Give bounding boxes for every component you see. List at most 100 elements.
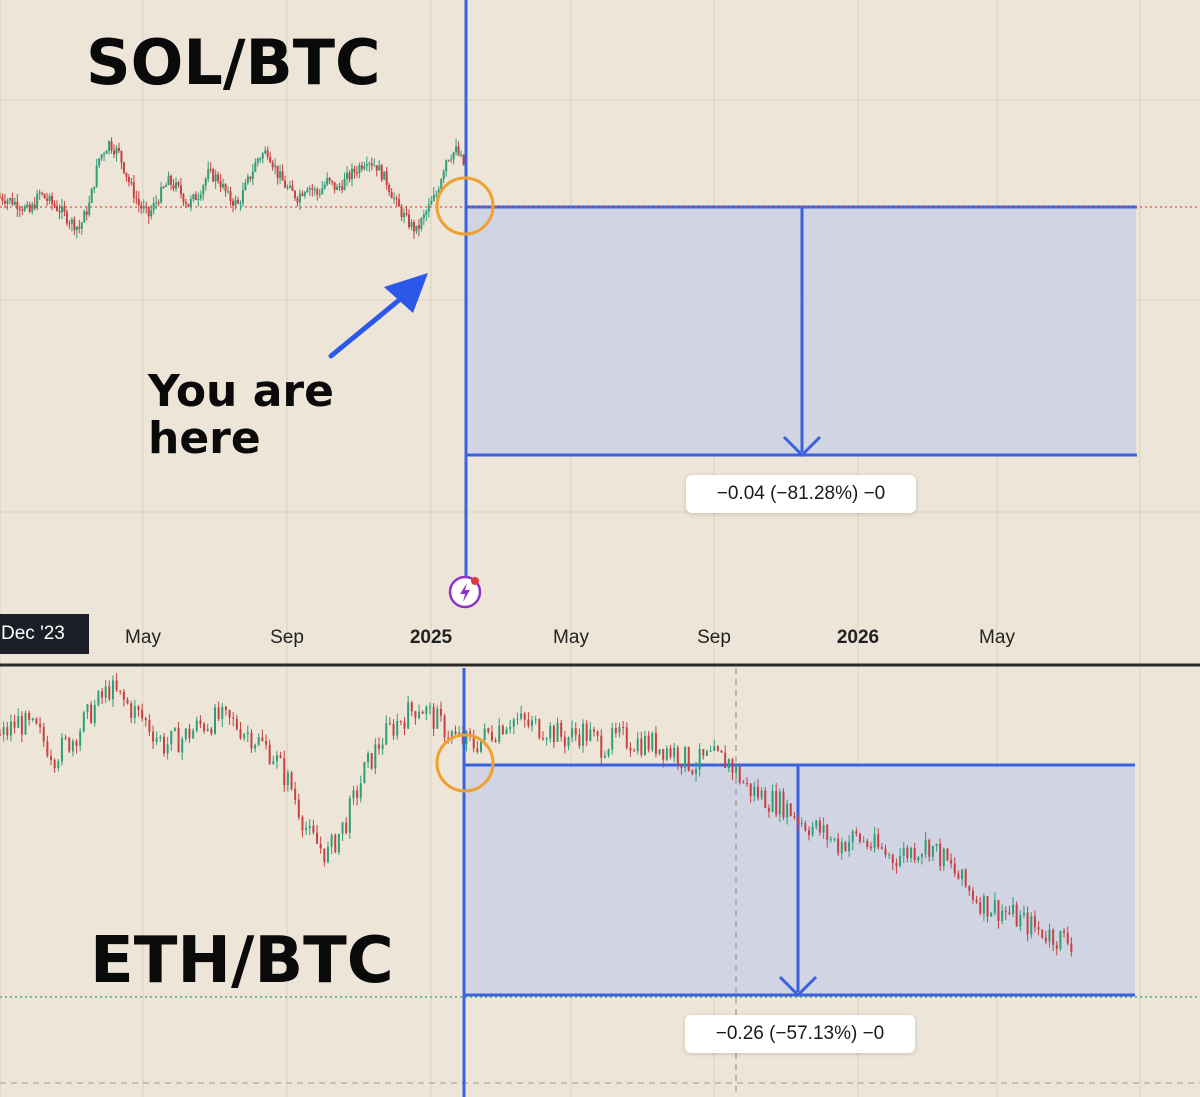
candle-body	[125, 172, 128, 177]
eth-btc-series	[0, 673, 1073, 957]
x-tick-label: 2026	[836, 627, 880, 648]
candle-body	[108, 686, 111, 700]
candle-body	[227, 191, 230, 193]
candle-body	[297, 799, 300, 818]
candle-body	[197, 198, 200, 201]
candle-body	[399, 721, 402, 723]
candle-body	[435, 194, 438, 196]
candle-body	[142, 206, 145, 209]
candle-body	[6, 727, 9, 736]
candle-body	[571, 728, 574, 738]
candle-body	[31, 718, 34, 721]
candle-body	[691, 770, 694, 774]
candle-body	[250, 732, 253, 749]
candle-body	[316, 189, 319, 195]
eth-pane-title: ETH/BTC	[90, 924, 394, 998]
candle-body	[380, 165, 383, 180]
candle-body	[818, 820, 821, 833]
candle-body	[541, 738, 544, 740]
candle-body	[155, 202, 158, 204]
candle-body	[585, 723, 588, 741]
candle-body	[202, 185, 205, 195]
candle-body	[95, 165, 98, 187]
candle-body	[162, 736, 165, 754]
candle-body	[236, 199, 239, 204]
candle-body	[293, 190, 296, 199]
candle-body	[343, 178, 346, 190]
candle-body	[117, 147, 120, 151]
candle-body	[98, 158, 101, 166]
candle-body	[308, 825, 311, 829]
candle-body	[705, 751, 708, 756]
candle-body	[217, 174, 220, 182]
candle-body	[807, 830, 810, 836]
candle-body	[115, 147, 118, 155]
candle-body	[450, 731, 453, 738]
candle-body	[375, 165, 378, 171]
candle-body	[212, 169, 215, 182]
candle-body	[1008, 912, 1011, 915]
candle-body	[523, 713, 526, 720]
candle-body	[177, 728, 180, 753]
candle-body	[0, 734, 1, 736]
candle-body	[57, 761, 60, 768]
candle-body	[432, 194, 435, 201]
candle-body	[359, 783, 362, 798]
candle-body	[862, 840, 865, 842]
candle-body	[298, 193, 301, 203]
candle-body	[53, 759, 56, 768]
candle-body	[374, 744, 377, 769]
candle-body	[567, 737, 570, 747]
candle-body	[928, 839, 931, 857]
candle-body	[232, 717, 235, 719]
candle-body	[462, 154, 465, 165]
candle-body	[65, 211, 68, 224]
candle-body	[259, 158, 262, 160]
candle-body	[264, 150, 267, 154]
candle-body	[222, 184, 225, 188]
candle-body	[425, 706, 428, 714]
candle-body	[786, 803, 789, 818]
candle-body	[132, 182, 135, 198]
lightning-icon[interactable]	[448, 575, 482, 609]
candle-body	[318, 193, 321, 195]
candle-body	[159, 736, 162, 739]
x-tick-label: Sep	[697, 627, 731, 648]
candle-body	[39, 723, 42, 728]
candle-body	[968, 886, 971, 891]
candle-body	[174, 182, 177, 189]
candle-body	[516, 718, 519, 720]
candle-body	[137, 706, 140, 710]
candle-body	[370, 163, 373, 166]
candle-body	[232, 200, 234, 206]
candle-body	[195, 720, 198, 731]
x-tick-label: Sep	[270, 627, 304, 648]
candle-body	[290, 772, 293, 789]
candle-body	[38, 192, 41, 194]
candle-body	[935, 843, 938, 846]
candle-body	[246, 732, 249, 735]
candle-body	[368, 163, 371, 165]
candle-body	[170, 730, 173, 745]
candle-body	[665, 748, 668, 760]
candle-body	[148, 719, 151, 732]
candle-body	[80, 222, 83, 229]
candle-body	[417, 225, 420, 229]
candle-body	[321, 188, 324, 194]
candle-body	[73, 219, 76, 231]
candle-body	[141, 709, 144, 719]
candle-body	[465, 731, 468, 744]
candle-body	[56, 206, 59, 211]
candle-body	[782, 791, 785, 818]
candle-body	[964, 869, 967, 887]
candle-body	[436, 708, 439, 729]
candle-body	[338, 186, 341, 188]
candle-body	[224, 184, 227, 192]
candle-body	[829, 839, 832, 841]
candle-body	[702, 749, 705, 756]
candle-body	[93, 704, 96, 724]
candle-body	[614, 727, 617, 733]
candle-body	[281, 171, 284, 181]
candle-body	[771, 790, 774, 812]
candle-body	[560, 722, 563, 737]
